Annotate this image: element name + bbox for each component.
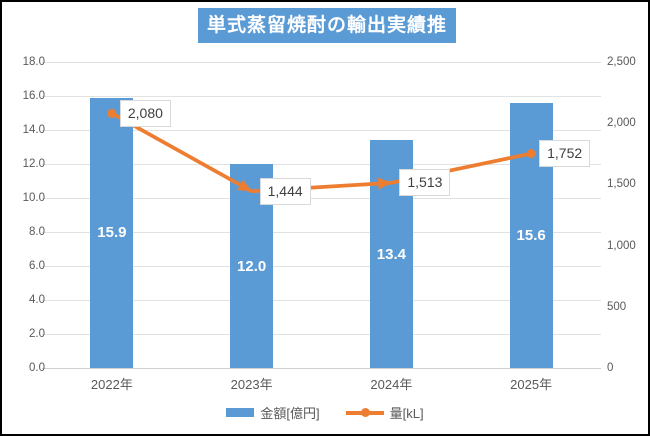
plot-area: 15.9 12.0 13.4 15.6 2,080 1,444 1,513 1,752 bbox=[42, 62, 601, 369]
left-axis-tick: 0.0 bbox=[29, 362, 45, 374]
gridline bbox=[42, 164, 601, 165]
line-series bbox=[107, 108, 536, 194]
bar-legend-swatch-icon bbox=[226, 408, 255, 417]
right-axis-tick: 1,500 bbox=[607, 178, 636, 191]
left-axis-tick: 10.0 bbox=[22, 192, 45, 204]
gridline bbox=[42, 62, 601, 63]
left-axis-tick: 14.0 bbox=[22, 124, 45, 136]
legend-label-volume: 量[kL] bbox=[389, 406, 424, 421]
gridline bbox=[42, 266, 601, 267]
gridline bbox=[42, 198, 601, 199]
gridline bbox=[42, 300, 601, 301]
left-axis-tick: 4.0 bbox=[29, 294, 45, 306]
right-axis-tick: 0 bbox=[607, 362, 614, 374]
gridline bbox=[42, 232, 601, 233]
x-axis-tick: 2024年 bbox=[370, 377, 413, 392]
bar-value-label: 13.4 bbox=[376, 245, 406, 263]
left-axis-tick: 2.0 bbox=[29, 328, 45, 340]
line-legend-swatch-icon bbox=[345, 408, 384, 417]
bar-value-label: 12.0 bbox=[237, 257, 267, 275]
right-axis-tick: 500 bbox=[607, 300, 627, 313]
bar-value-label: 15.6 bbox=[516, 226, 546, 244]
left-axis-tick: 18.0 bbox=[22, 56, 45, 68]
left-axis-tick: 12.0 bbox=[22, 158, 45, 170]
bar-2022年: 15.9 bbox=[90, 97, 134, 368]
x-axis-tick: 2023年 bbox=[230, 377, 273, 392]
legend-item-volume: 量[kL] bbox=[345, 403, 424, 422]
left-axis-tick: 8.0 bbox=[29, 226, 45, 238]
line-value-label: 1,752 bbox=[539, 140, 591, 168]
line-value-label: 1,513 bbox=[399, 169, 451, 197]
right-axis-tick: 1,000 bbox=[607, 239, 636, 252]
right-axis-tick: 2,000 bbox=[607, 117, 636, 130]
x-axis-tick: 2022年 bbox=[90, 377, 133, 392]
bar-value-label: 15.9 bbox=[97, 224, 127, 242]
legend-item-amount: 金額[億円] bbox=[226, 403, 320, 422]
chart-title: 単式蒸留焼酎の輸出実績推移 bbox=[198, 8, 456, 71]
gridline bbox=[42, 130, 601, 131]
x-axis-tick: 2025年 bbox=[510, 377, 553, 392]
left-axis-tick: 6.0 bbox=[29, 260, 45, 272]
legend-label-amount: 金額[億円] bbox=[260, 406, 320, 421]
legend: 金額[億円] 量[kL] bbox=[2, 403, 648, 422]
line-value-label: 2,080 bbox=[119, 99, 171, 127]
x-axis-line bbox=[42, 368, 601, 369]
line-swatch-dot bbox=[360, 408, 370, 417]
line-value-label: 1,444 bbox=[259, 177, 311, 205]
right-axis-tick: 2,500 bbox=[607, 56, 636, 68]
left-axis-tick: 16.0 bbox=[22, 90, 45, 102]
gridline bbox=[42, 334, 601, 335]
gridline bbox=[42, 96, 601, 97]
